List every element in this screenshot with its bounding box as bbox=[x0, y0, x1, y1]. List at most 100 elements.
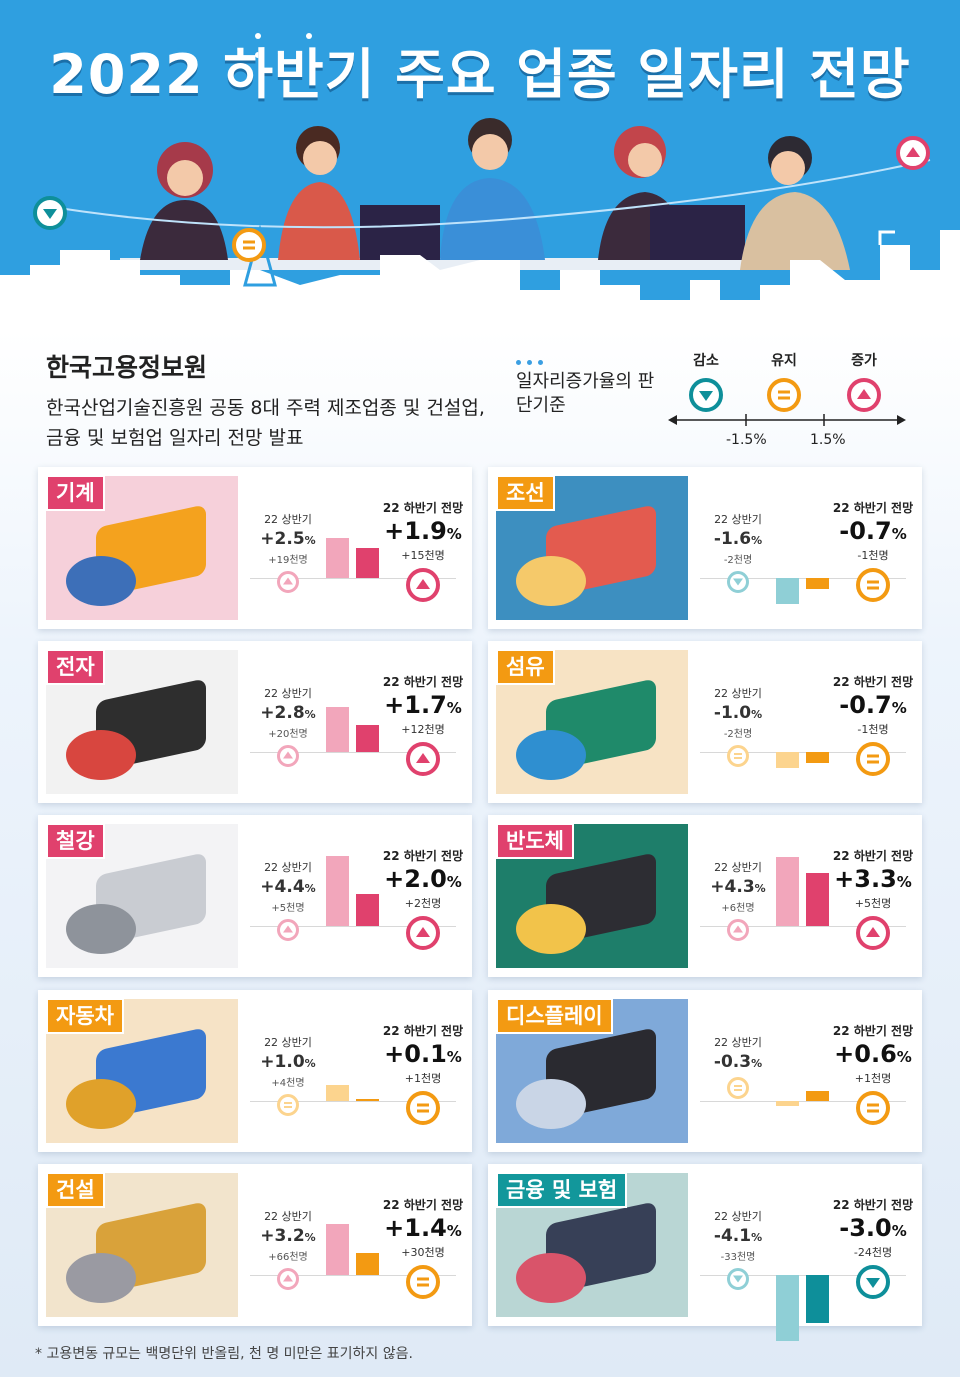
legend-decrease: 감소 bbox=[676, 350, 736, 412]
legend-maintain-label: 유지 bbox=[771, 353, 797, 369]
h1-percent: +4.4% bbox=[260, 877, 316, 897]
h1-caption: 22 상반기 bbox=[714, 1210, 762, 1223]
person-4 bbox=[598, 126, 745, 260]
h2-increase-icon bbox=[406, 568, 440, 602]
h1-employment: -2천명 bbox=[723, 729, 753, 740]
h2-block: 22 하반기 전망 +1.9% +15천명 bbox=[376, 499, 470, 602]
h2-bar bbox=[806, 578, 829, 590]
office-illustration bbox=[0, 118, 960, 335]
industry-card: 디스플레이 22 상반기 -0.3% 22 하반기 전망 +0.6% +1천명 bbox=[488, 990, 922, 1152]
h1-bar bbox=[326, 1085, 349, 1101]
h2-bar bbox=[806, 752, 829, 764]
h2-employment: -1천명 bbox=[857, 549, 889, 562]
maintain-icon bbox=[232, 228, 266, 262]
person-3 bbox=[360, 118, 545, 260]
h2-employment: +1천명 bbox=[404, 1072, 442, 1085]
h2-employment: +15천명 bbox=[401, 549, 445, 562]
h2-percent: -0.7% bbox=[839, 691, 907, 719]
h1-percent: +3.2% bbox=[260, 1226, 316, 1246]
h1-employment: +4천명 bbox=[271, 1078, 305, 1089]
h1-bar bbox=[326, 855, 349, 926]
criteria-dots bbox=[516, 350, 549, 369]
h1-increase-icon bbox=[727, 919, 749, 941]
h1-bar bbox=[776, 752, 799, 768]
industry-name: 건설 bbox=[46, 1172, 105, 1208]
industry-card: 전자 22 상반기 +2.8% +20천명 22 하반기 전망 +1.7% +1… bbox=[38, 641, 472, 803]
person-1 bbox=[140, 142, 228, 260]
h1-maintain-icon bbox=[727, 745, 749, 767]
industry-card: 건설 22 상반기 +3.2% +66천명 22 하반기 전망 +1.4% +3… bbox=[38, 1164, 472, 1326]
criteria-axis bbox=[668, 414, 906, 426]
h2-decrease-icon bbox=[856, 1265, 890, 1299]
bar-baseline bbox=[700, 578, 906, 579]
h1-decrease-icon bbox=[727, 1268, 749, 1290]
h2-block: 22 하반기 전망 +1.4% +30천명 bbox=[376, 1196, 470, 1299]
industry-card: 섬유 22 상반기 -1.0% -2천명 22 하반기 전망 -0.7% -1천… bbox=[488, 641, 922, 803]
h1-block: 22 상반기 +4.4% +5천명 bbox=[248, 859, 328, 941]
h2-employment: +5천명 bbox=[854, 897, 892, 910]
h2-percent: +1.9% bbox=[384, 517, 462, 545]
threshold-high: 1.5% bbox=[810, 432, 846, 448]
h2-bar bbox=[356, 1252, 379, 1275]
h1-bar bbox=[326, 538, 349, 578]
h1-percent: +2.5% bbox=[260, 529, 316, 549]
h2-caption: 22 하반기 전망 bbox=[382, 1024, 464, 1038]
legend-decrease-label: 감소 bbox=[693, 353, 719, 369]
industry-card: 금융 및 보험 22 상반기 -4.1% -33천명 22 하반기 전망 -3.… bbox=[488, 1164, 922, 1341]
threshold-low: -1.5% bbox=[726, 432, 767, 448]
h2-block: 22 하반기 전망 -0.7% -1천명 bbox=[826, 673, 920, 776]
h1-percent: -1.0% bbox=[713, 703, 763, 723]
h1-percent: -4.1% bbox=[713, 1226, 763, 1246]
h2-increase-icon bbox=[406, 916, 440, 950]
industry-card: 철강 22 상반기 +4.4% +5천명 22 하반기 전망 +2.0% +2천… bbox=[38, 815, 472, 977]
h2-block: 22 하반기 전망 +0.1% +1천명 bbox=[376, 1022, 470, 1125]
industry-card: 반도체 22 상반기 +4.3% +6천명 22 하반기 전망 +3.3% +5… bbox=[488, 815, 922, 977]
legend-increase-label: 증가 bbox=[851, 353, 877, 369]
decrease-icon bbox=[33, 196, 67, 230]
h2-caption: 22 하반기 전망 bbox=[832, 1198, 914, 1212]
h2-percent: +1.7% bbox=[384, 691, 462, 719]
h1-caption: 22 상반기 bbox=[714, 687, 762, 700]
h2-percent: -0.7% bbox=[839, 517, 907, 545]
industry-name: 금융 및 보험 bbox=[496, 1172, 628, 1208]
title-dots bbox=[255, 24, 375, 62]
h2-maintain-icon bbox=[406, 1265, 440, 1299]
industry-card: 자동차 22 상반기 +1.0% +4천명 22 하반기 전망 +0.1% +1… bbox=[38, 990, 472, 1152]
h1-caption: 22 상반기 bbox=[714, 1036, 762, 1049]
h2-employment: +2천명 bbox=[404, 897, 442, 910]
legend-increase: 증가 bbox=[834, 350, 894, 412]
h1-caption: 22 상반기 bbox=[714, 513, 762, 526]
h2-increase-icon bbox=[406, 742, 440, 776]
h1-maintain-icon bbox=[277, 1094, 299, 1116]
h2-bar bbox=[806, 1091, 829, 1101]
h2-block: 22 하반기 전망 +3.3% +5천명 bbox=[826, 847, 920, 950]
industry-name: 반도체 bbox=[496, 823, 574, 859]
h1-bar bbox=[776, 1275, 799, 1341]
h1-percent: -0.3% bbox=[713, 1052, 763, 1072]
h1-employment: +5천명 bbox=[271, 903, 305, 914]
h2-block: 22 하반기 전망 +1.7% +12천명 bbox=[376, 673, 470, 776]
footnote: * 고용변동 규모는 백명단위 반올림, 천 명 미만은 표기하지 않음. bbox=[35, 1346, 413, 1362]
h2-increase-icon bbox=[856, 916, 890, 950]
h2-employment: -1천명 bbox=[857, 723, 889, 736]
h1-maintain-icon bbox=[727, 1077, 749, 1099]
legend-maintain: 유지 bbox=[754, 350, 814, 412]
h2-percent: +0.1% bbox=[384, 1040, 462, 1068]
industry-name: 조선 bbox=[496, 475, 555, 511]
industry-name: 철강 bbox=[46, 823, 105, 859]
h1-employment: -33천명 bbox=[720, 1252, 756, 1263]
h2-caption: 22 하반기 전망 bbox=[382, 849, 464, 863]
h1-caption: 22 상반기 bbox=[264, 687, 312, 700]
h1-increase-icon bbox=[277, 745, 299, 767]
h1-block: 22 상반기 -0.3% bbox=[698, 1034, 778, 1099]
h1-bar bbox=[776, 578, 799, 604]
industry-name: 섬유 bbox=[496, 649, 555, 685]
h1-block: 22 상반기 +2.5% +19천명 bbox=[248, 511, 328, 593]
bar-baseline bbox=[250, 752, 456, 753]
h1-increase-icon bbox=[277, 571, 299, 593]
decrease-icon bbox=[689, 378, 723, 412]
h1-percent: +2.8% bbox=[260, 703, 316, 723]
h2-block: 22 하반기 전망 -0.7% -1천명 bbox=[826, 499, 920, 602]
h1-block: 22 상반기 +4.3% +6천명 bbox=[698, 859, 778, 941]
h1-employment: +66천명 bbox=[268, 1252, 308, 1263]
